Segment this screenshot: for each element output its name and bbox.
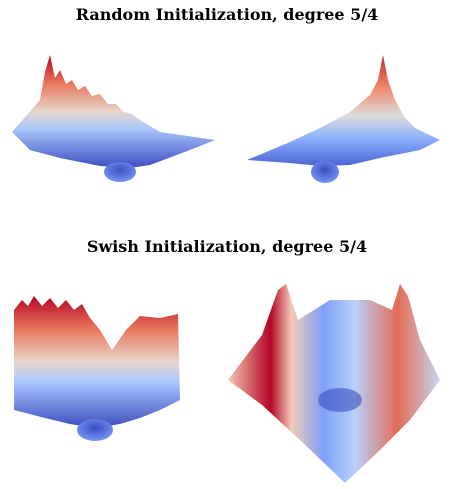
- section-title: Swish Initialization, degree 5/4: [87, 237, 367, 256]
- surface-well: [104, 162, 136, 182]
- surface-well: [311, 161, 339, 183]
- surface-well: [318, 388, 362, 412]
- surface-plot: [247, 55, 440, 183]
- surface-plot: [14, 296, 180, 441]
- surface-plot: [12, 55, 215, 182]
- surface: [228, 284, 440, 483]
- surface-plot: [228, 284, 440, 483]
- surface: [12, 55, 215, 168]
- surface: [14, 296, 180, 428]
- surface-well: [77, 419, 113, 441]
- surface: [247, 55, 440, 166]
- section-title: Random Initialization, degree 5/4: [76, 5, 379, 24]
